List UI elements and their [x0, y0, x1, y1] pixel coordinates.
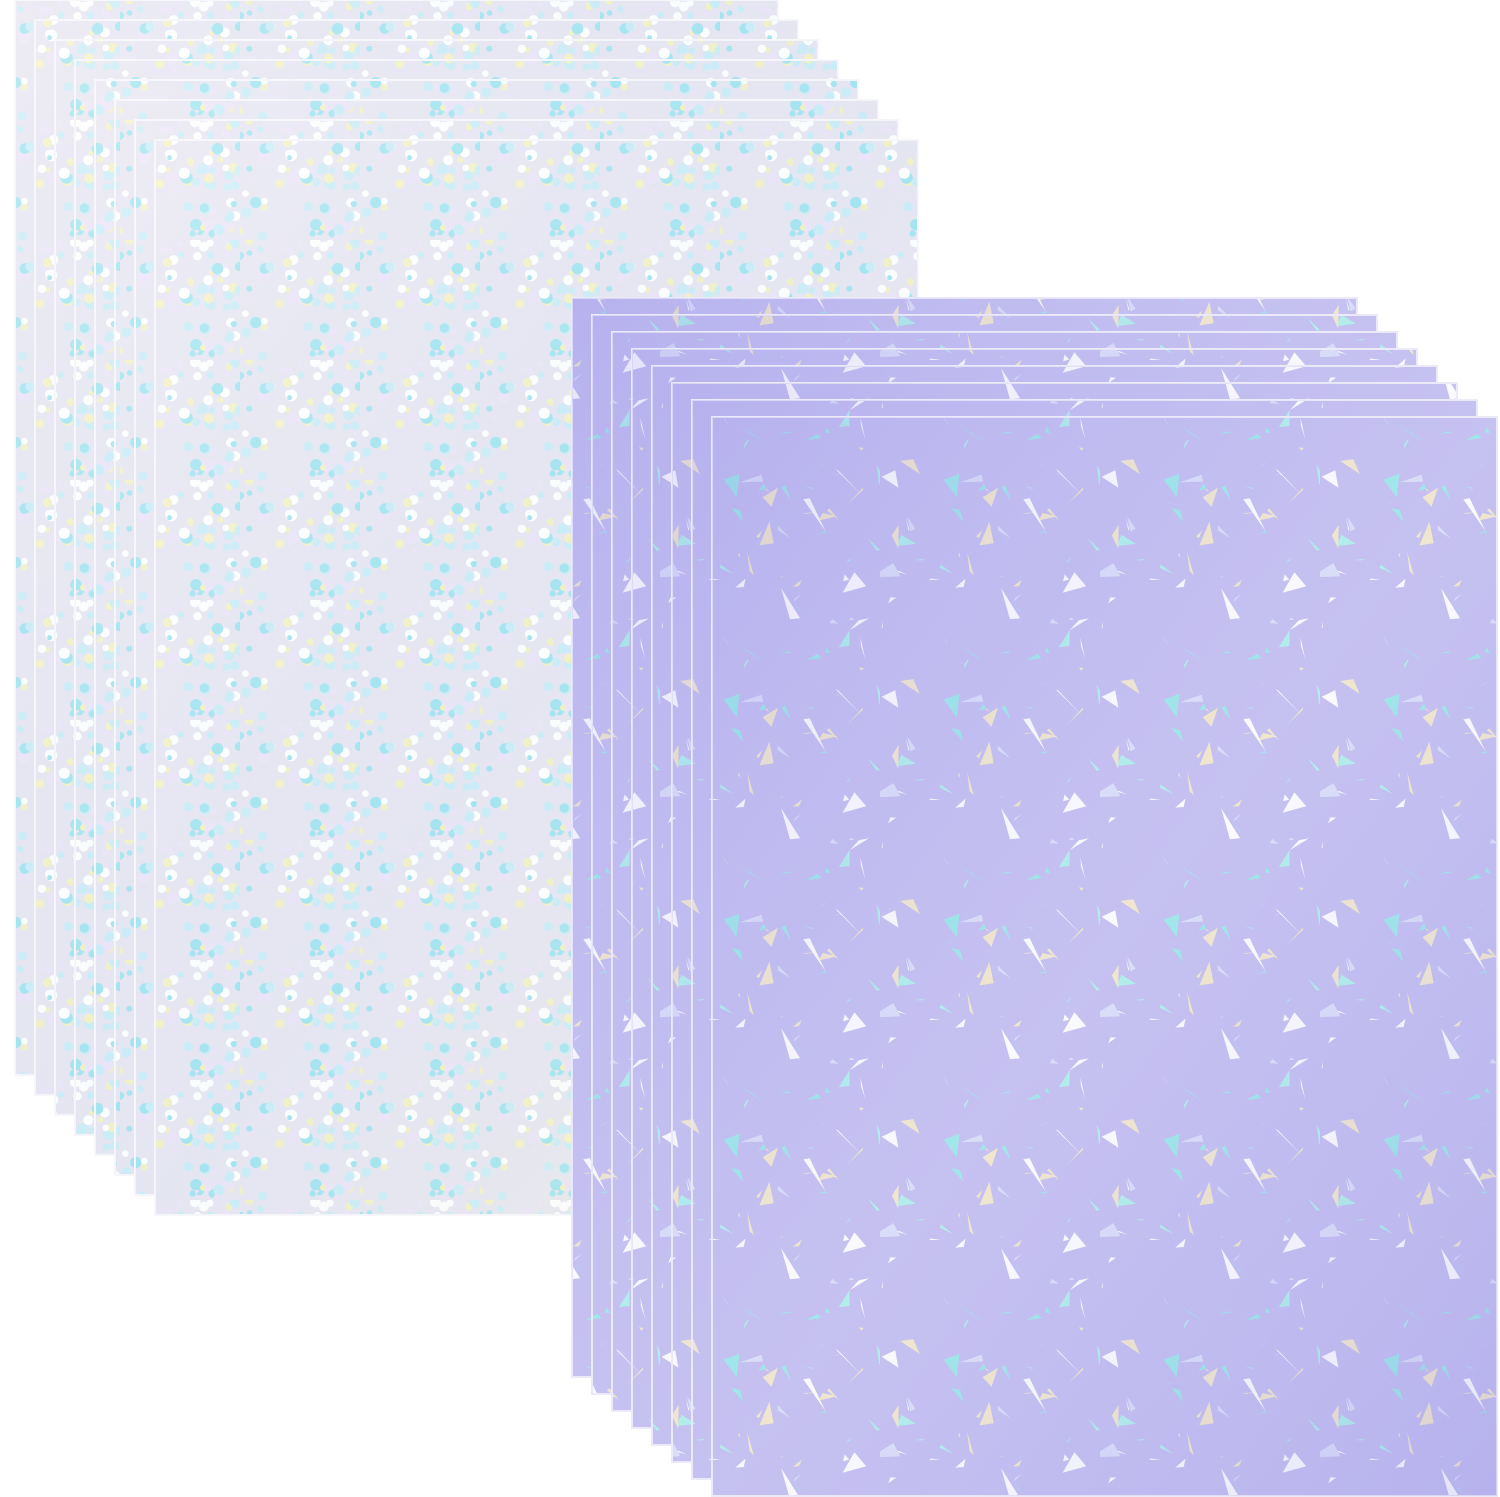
sheet-shine: [712, 417, 1497, 1496]
shard-sheet-stack: [571, 297, 1498, 1497]
